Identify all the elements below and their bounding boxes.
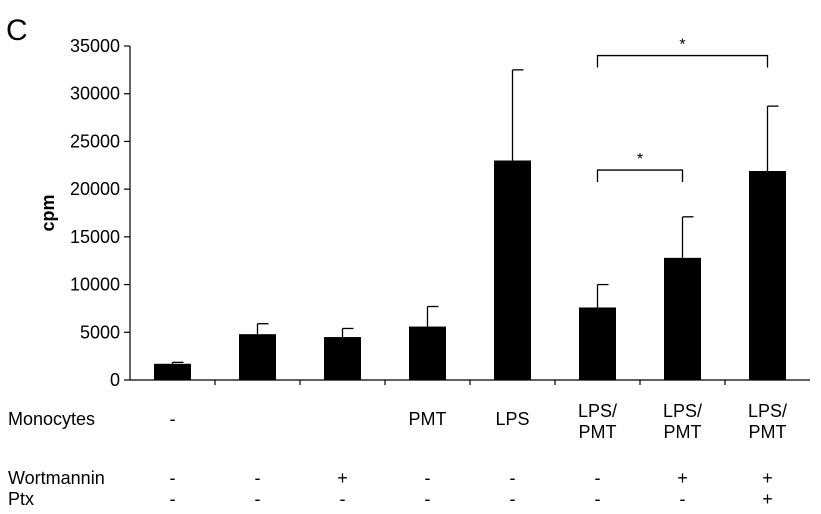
y-axis-label: cpm xyxy=(38,194,58,231)
condition-cell: + xyxy=(677,468,688,488)
condition-cell: - xyxy=(255,489,261,509)
bar xyxy=(324,337,361,380)
bar xyxy=(409,326,446,380)
significance-bracket xyxy=(596,169,684,183)
row-label: Wortmannin xyxy=(8,468,105,488)
axes: 0 5000 10000 15000 20000 25000 30000 35000 xyxy=(70,36,810,390)
y-tick-label: 0 xyxy=(110,370,120,390)
y-tick-label: 25000 xyxy=(70,131,120,151)
condition-cell: - xyxy=(170,409,176,429)
bar xyxy=(664,257,701,380)
significance-brackets: ** xyxy=(596,37,769,183)
y-tick-label: 30000 xyxy=(70,84,120,104)
condition-table: Monocytes - PMT LPS LPS/PMT LPS/PMT LPS/PMT Wor… xyxy=(8,401,787,509)
row-label: Monocytes xyxy=(8,409,95,429)
panel-label: C xyxy=(6,14,28,47)
condition-cell: - xyxy=(425,468,431,488)
condition-cell: LPS xyxy=(495,409,529,429)
bars xyxy=(154,160,786,380)
significance-label: * xyxy=(679,37,685,54)
bar xyxy=(749,171,786,380)
y-tick-label: 5000 xyxy=(80,322,120,342)
condition-cell: - xyxy=(680,489,686,509)
error-bars xyxy=(171,69,779,364)
condition-cell: + xyxy=(762,489,773,509)
condition-cell: PMT xyxy=(409,409,447,429)
condition-cell: LPS/PMT xyxy=(748,401,787,442)
bar xyxy=(154,363,191,380)
condition-cell: - xyxy=(255,468,261,488)
condition-cell: LPS/PMT xyxy=(663,401,702,442)
condition-cell: - xyxy=(170,489,176,509)
condition-cell: - xyxy=(595,468,601,488)
condition-cell: LPS/PMT xyxy=(578,401,617,442)
condition-cell: + xyxy=(337,468,348,488)
condition-cell: - xyxy=(170,468,176,488)
row-label: Ptx xyxy=(8,489,34,509)
y-tick-label: 20000 xyxy=(70,179,120,199)
y-tick-label: 35000 xyxy=(70,36,120,56)
significance-label: * xyxy=(637,151,643,168)
condition-cell: - xyxy=(595,489,601,509)
y-tick-label: 10000 xyxy=(70,275,120,295)
condition-cell: - xyxy=(510,468,516,488)
bar xyxy=(579,307,616,380)
condition-cell: + xyxy=(762,468,773,488)
condition-cell: - xyxy=(425,489,431,509)
bar xyxy=(239,334,276,380)
condition-cell: - xyxy=(510,489,516,509)
y-tick-label: 15000 xyxy=(70,227,120,247)
significance-bracket xyxy=(596,54,769,68)
bar xyxy=(494,160,531,380)
condition-cell: - xyxy=(340,489,346,509)
